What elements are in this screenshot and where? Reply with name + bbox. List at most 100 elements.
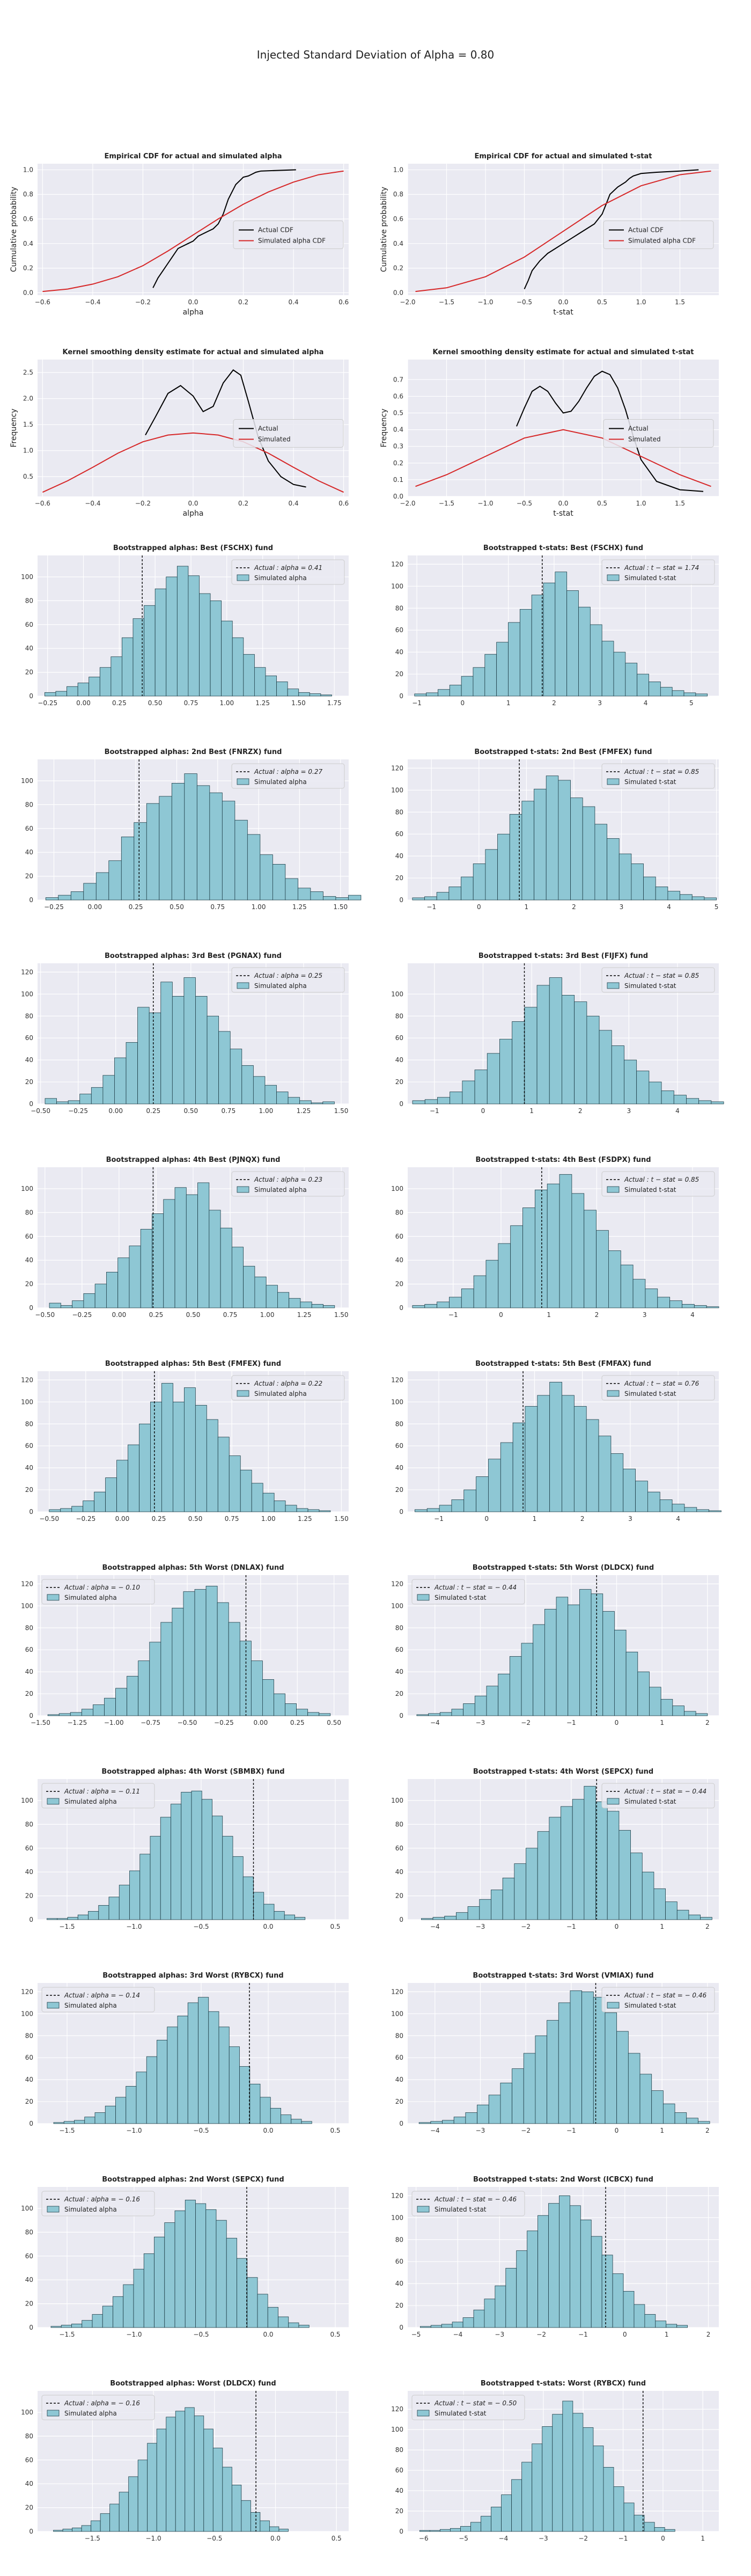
legend-frame	[231, 967, 345, 993]
legend: Actual Simulated	[233, 419, 344, 448]
histogram-bar	[210, 600, 222, 697]
legend: Actual : t − stat = − 0.46 Simulated t-st…	[601, 1987, 715, 2012]
x-tick-label: −5	[459, 2535, 468, 2542]
histogram-bar	[525, 1406, 538, 1512]
y-tick-label: 1.0	[23, 447, 33, 455]
x-tick-label: 1	[701, 2535, 705, 2542]
series-line-simulated	[42, 170, 344, 292]
y-tick-label: 1.0	[393, 166, 403, 173]
histogram-bar	[310, 891, 323, 901]
histogram-bar	[247, 834, 261, 901]
histogram-bar	[83, 1501, 95, 1512]
histogram-bar	[465, 2112, 477, 2124]
histogram-bar	[578, 606, 591, 697]
histogram-bar	[47, 1918, 58, 1920]
x-tick-label: 0.2	[238, 298, 248, 306]
histogram-bar	[521, 801, 534, 901]
histogram-bar	[149, 1642, 161, 1716]
histogram-bar	[126, 1042, 138, 1104]
x-tick-label: 3	[643, 1311, 647, 1319]
legend-swatch-simulated	[417, 2206, 430, 2213]
histogram-bar	[297, 888, 311, 901]
histogram-bar	[542, 2426, 553, 2532]
x-tick-label: 2	[580, 1515, 585, 1523]
legend-label-actual: Actual : t − stat = − 0.50	[434, 2399, 517, 2407]
histogram-bar	[706, 1306, 719, 1308]
x-tick-label: 0.75	[225, 1515, 239, 1523]
histogram-bar	[623, 1468, 636, 1512]
histogram-bar	[623, 2291, 635, 2328]
histogram-bar	[594, 824, 607, 901]
histogram-bar	[580, 2220, 592, 2328]
y-tick-label: 0	[29, 1100, 33, 1108]
histogram-bar	[322, 1101, 335, 1104]
y-tick-label: 120	[21, 1988, 33, 1995]
histogram-bar	[266, 1285, 278, 1308]
x-axis-label: alpha	[183, 308, 204, 317]
histogram-bar	[260, 854, 273, 901]
y-tick-label: 100	[391, 2214, 403, 2221]
histogram-bar	[250, 2512, 261, 2532]
histogram-bar	[449, 1297, 462, 1308]
histogram-bar	[207, 1015, 219, 1104]
histogram-bar	[177, 2016, 188, 2124]
histogram-bar	[552, 2414, 563, 2532]
histogram-bar	[167, 2026, 178, 2124]
legend-frame	[601, 763, 715, 789]
histogram-bar	[467, 1906, 480, 1920]
histogram-bar	[319, 1713, 331, 1716]
histogram-bar	[571, 1193, 585, 1308]
histogram-bar	[631, 863, 644, 901]
histogram-bar	[547, 1183, 560, 1308]
histogram-bar	[99, 667, 112, 697]
legend: Actual : alpha = − 0.16 Simulated alpha	[41, 2395, 155, 2420]
y-tick-label: 60	[395, 1442, 403, 1450]
x-tick-label: 0.00	[115, 1515, 130, 1523]
subplot-title: Bootstrapped t-stats: 5th Best (FMFAX) f…	[475, 1360, 651, 1368]
histogram-bar	[160, 982, 173, 1104]
histogram-bar	[195, 2203, 207, 2328]
histogram-bar	[197, 1182, 210, 1308]
histogram-bar	[115, 1688, 128, 1716]
histogram-bar	[216, 2220, 227, 2328]
y-tick-label: 100	[21, 1398, 33, 1406]
x-tick-label: 1	[529, 1107, 534, 1115]
y-tick-label: 40	[25, 1668, 33, 1675]
histogram-bar	[111, 656, 122, 697]
x-tick-label: 2	[578, 1107, 583, 1115]
histogram-bar	[569, 2205, 581, 2328]
histogram-bar	[300, 1301, 312, 1308]
histogram-bar	[79, 1094, 92, 1104]
x-tick-label: −1	[566, 2127, 576, 2134]
x-tick-label: −1.50	[31, 1719, 50, 1726]
y-axis-label: Cumulative probability	[10, 187, 18, 272]
histogram-bar	[619, 853, 632, 901]
histogram-bar	[437, 1097, 451, 1104]
histogram-bar	[639, 2074, 652, 2124]
histogram-bar	[537, 1831, 550, 1920]
histogram-bar	[509, 814, 522, 901]
histogram-bar	[430, 2325, 442, 2328]
histogram-bar	[154, 2236, 165, 2328]
legend-swatch-simulated	[47, 1594, 60, 1601]
histogram-bar	[595, 1801, 608, 1920]
histogram-bar	[45, 897, 59, 901]
histogram-bar	[174, 2211, 186, 2328]
histogram-bar	[547, 2020, 559, 2124]
histogram-bar	[174, 1187, 187, 1308]
subplot-5: −0.25 0.00 0.25 0.50 0.75 1.00 1.25 1.50 1.75 0 20…	[21, 544, 349, 707]
subplot-1: −0.6 −0.4 −0.2 0.0 0.2 0.4 0.6 0.0 0.2 0.4 0.6 0.8 1…	[10, 152, 349, 317]
histogram-bar	[208, 2011, 219, 2124]
y-tick-label: 60	[395, 1845, 403, 1852]
y-tick-label: 20	[395, 670, 403, 678]
y-tick-label: 40	[395, 1668, 403, 1675]
histogram-bar	[598, 1436, 612, 1512]
histogram-bar	[684, 1507, 697, 1512]
histogram-bar	[262, 1492, 275, 1512]
x-tick-label: 0.6	[338, 298, 349, 306]
histogram-bar	[104, 1697, 116, 1716]
x-tick-label: 0.0	[270, 2535, 281, 2542]
histogram-bar	[83, 883, 97, 901]
y-tick-label: 60	[25, 1034, 33, 1042]
